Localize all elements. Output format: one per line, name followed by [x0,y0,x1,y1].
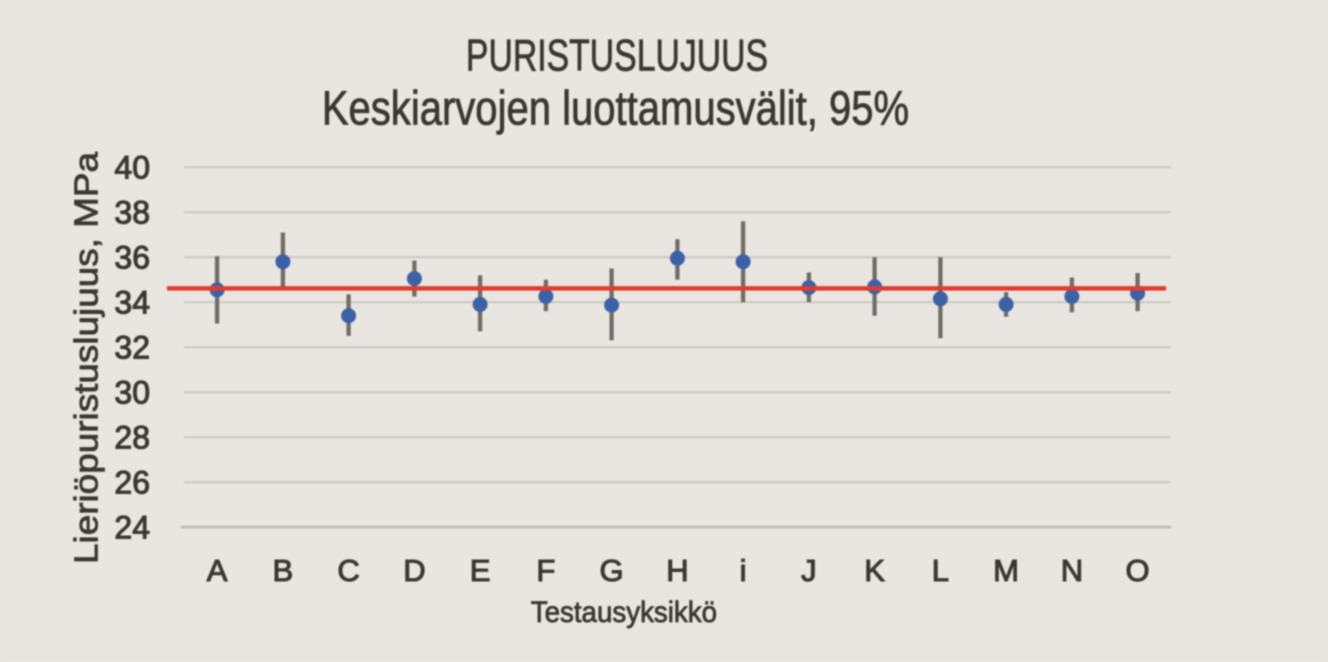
svg-text:30: 30 [114,375,150,411]
svg-text:Testausyksikkö: Testausyksikkö [531,596,717,629]
svg-text:F: F [536,553,555,588]
svg-text:36: 36 [114,240,150,276]
svg-text:O: O [1126,553,1150,588]
svg-text:24: 24 [114,510,150,546]
svg-text:PURISTUSLUJUUS: PURISTUSLUJUUS [466,31,768,81]
svg-text:M: M [993,553,1019,588]
svg-text:L: L [932,553,949,588]
svg-text:C: C [337,553,359,588]
svg-text:i: i [740,553,747,588]
svg-text:40: 40 [114,150,150,186]
svg-text:Keskiarvojen luottamusvälit, 9: Keskiarvojen luottamusvälit, 95% [322,82,909,135]
svg-text:28: 28 [114,420,150,456]
svg-text:26: 26 [114,465,150,501]
svg-text:H: H [666,553,688,588]
svg-text:32: 32 [114,330,150,366]
svg-text:G: G [600,553,624,588]
svg-text:J: J [801,553,817,588]
svg-text:N: N [1061,553,1083,588]
svg-text:Lieriöpuristuslujuus, MPa: Lieriöpuristuslujuus, MPa [68,151,105,564]
svg-text:K: K [864,553,885,588]
svg-text:38: 38 [114,195,150,231]
svg-text:A: A [207,553,228,588]
svg-text:E: E [470,553,491,588]
svg-text:B: B [273,553,294,588]
svg-text:34: 34 [114,285,150,321]
svg-text:D: D [403,553,425,588]
